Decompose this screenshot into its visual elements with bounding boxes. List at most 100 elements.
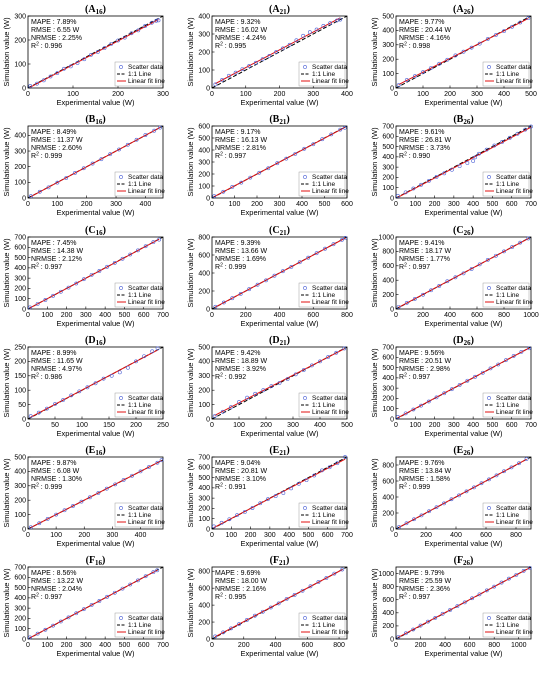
nrmse-text: NRMSE : 2.16% (215, 586, 266, 593)
scatter-point (213, 634, 218, 639)
y-tick-label: 100 (14, 388, 26, 395)
nrmse-text: NRMSE : 3.92% (215, 366, 266, 373)
scatter-point (296, 481, 301, 486)
legend-fit-label: Linear fit line (496, 188, 533, 195)
y-tick-label: 800 (382, 249, 394, 256)
nrmse-text: NRMSE : 2.25% (31, 35, 82, 42)
panel-title-letter: D (456, 335, 463, 346)
scatter-point (48, 74, 53, 79)
scatter-point (326, 355, 331, 359)
x-tick-label: 400 (99, 312, 111, 319)
panel-D21: (D21) 0 100 200 300 400 500 0 100 200 300 400 500 Exp… (186, 335, 353, 438)
y-tick-label: 500 (198, 475, 210, 482)
y-tick-label: 200 (198, 49, 210, 56)
x-tick-label: 800 (488, 642, 500, 649)
scatter-point (129, 31, 134, 36)
scatter-point (268, 605, 273, 610)
y-tick-label: 200 (382, 623, 394, 630)
panel-title-letter: E (89, 445, 96, 456)
scatter-point (301, 368, 306, 372)
scatter-point (266, 497, 270, 502)
scatter-point (464, 489, 469, 494)
scatter-point (245, 395, 250, 400)
scatter-point (320, 468, 324, 473)
panel-title-subscript: 16 (95, 118, 103, 126)
x-tick-label: 200 (61, 312, 73, 319)
x-tick-label: 100 (409, 201, 421, 208)
panel-A21: (A21) 0 100 200 300 400 0 100 200 300 400 Experimen… (186, 4, 353, 107)
legend-scatter-label: Scatter data (128, 64, 163, 71)
nrmse-text: NRMSE : 3.10% (215, 476, 266, 483)
scatter-point (321, 23, 326, 28)
panel-C16: (C16) 0 100 200 300 400 500 600 700 0 100 200 300 400… (2, 225, 169, 328)
x-tick-label: 600 (506, 422, 518, 429)
nrmse-text: NRMSE : 2.60% (31, 145, 82, 152)
y-tick-label: 300 (14, 13, 26, 20)
r2-letter: R (399, 153, 404, 160)
panel-title-close: ) (103, 335, 106, 346)
r2-superscript: 2 (220, 263, 223, 269)
linear-fit-line (398, 18, 529, 86)
x-axis-label: Experimental value (W) (57, 208, 135, 217)
panel-title-open: ( (269, 225, 273, 236)
legend-fit-label: Linear fit line (128, 409, 165, 416)
legend-scatter-marker (303, 175, 307, 179)
scatter-point (510, 24, 514, 29)
scatter-point (332, 571, 337, 576)
panel-C26: (C26) 0 200 400 600 800 1000 0 200 400 600 800 1000 E… (370, 225, 539, 328)
scatter-point (485, 257, 490, 262)
scatter-point (437, 284, 442, 288)
y-tick-label: 600 (198, 465, 210, 472)
scatter-point (477, 592, 482, 597)
x-tick-label: 400 (296, 201, 308, 208)
r2-letter: R (399, 594, 404, 601)
y-tick-label: 0 (22, 195, 26, 202)
scatter-point (258, 501, 263, 506)
scatter-point (143, 133, 148, 137)
nrmse-text: NRMSE : 1.77% (399, 256, 450, 263)
r2-text: R2 : 0.997 (31, 593, 62, 602)
y-tick-label: 200 (382, 175, 394, 182)
nrmse-text: NRMSE : 1.30% (31, 476, 82, 483)
panel-title: (D26) (453, 335, 474, 347)
x-tick-label: 300 (80, 312, 92, 319)
y-tick-label: 200 (198, 619, 210, 626)
y-tick-label: 700 (14, 234, 26, 241)
scatter-point (45, 517, 50, 521)
x-tick-label: 100 (50, 532, 62, 539)
scatter-point (71, 504, 75, 508)
rmse-text: RMSE : 16.13 W (215, 137, 268, 144)
scatter-point (212, 524, 216, 529)
r2-text: R2 : 0.990 (399, 152, 430, 161)
mape-text: MAPE : 9.04% (215, 460, 261, 467)
r2-letter: R (31, 153, 36, 160)
panel-title: (A16) (85, 4, 106, 16)
x-tick-label: 200 (112, 91, 124, 98)
x-tick-label: 300 (448, 201, 460, 208)
panel-title: (E21) (269, 445, 289, 457)
x-tick-label: 700 (525, 422, 537, 429)
panel-C21: (C21) 0 200 400 600 800 0 200 400 600 800 Experimen… (186, 225, 353, 328)
legend-scatter-label: Scatter data (312, 505, 347, 512)
scatter-point (426, 399, 431, 404)
y-tick-label: 200 (14, 498, 26, 505)
x-tick-label: 800 (341, 312, 353, 319)
x-tick-label: 200 (61, 642, 73, 649)
panel-title: (B26) (453, 114, 473, 126)
plot-frame (211, 346, 348, 420)
x-tick-label: 0 (210, 422, 214, 429)
y-tick-label: 300 (14, 605, 26, 612)
panel-title: (A26) (453, 4, 474, 16)
panel-title-open: ( (85, 114, 89, 125)
scatter-point (493, 253, 498, 258)
plot-frame (395, 346, 532, 420)
scatter-point (29, 194, 33, 199)
scatter-point (150, 349, 155, 354)
x-axis-label: Experimental value (W) (425, 208, 503, 217)
scatter-point (58, 619, 63, 624)
rmse-text: RMSE : 13.66 W (215, 248, 268, 255)
scatter-point (500, 140, 504, 144)
r2-text: R2 : 0.986 (31, 373, 62, 382)
y-axis-label: Simulation value (W) (2, 127, 11, 197)
x-axis-label: Experimental value (W) (425, 649, 503, 658)
